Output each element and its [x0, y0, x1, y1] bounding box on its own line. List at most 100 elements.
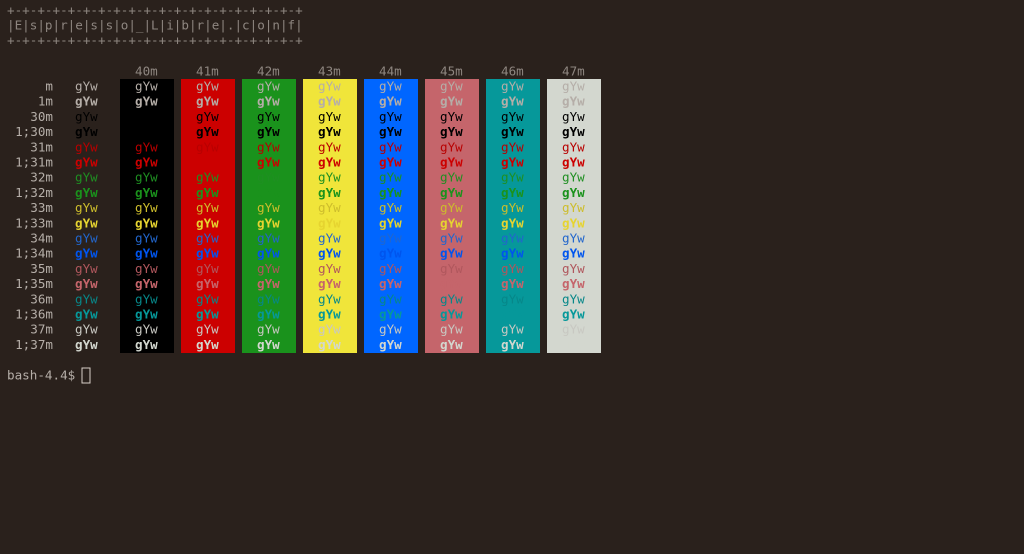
row-label: m [45, 79, 53, 94]
color-block [547, 79, 601, 353]
cell-text: gYw [196, 276, 219, 291]
cell-text: gYw [440, 246, 463, 261]
cell-text: gYw [257, 155, 280, 170]
cell-text: gYw [501, 200, 524, 215]
cell-text: gYw [562, 139, 585, 154]
cell-text: gYw [257, 200, 280, 215]
cell-text: gYw [196, 261, 219, 276]
cell-text: gYw [379, 139, 402, 154]
cell-text: gYw [75, 261, 98, 276]
cell-text: gYw [135, 155, 158, 170]
cell-text: gYw [501, 170, 524, 185]
row-label: 37m [30, 322, 53, 337]
cell-text: gYw [379, 94, 402, 109]
color-block [303, 79, 357, 353]
cell-text: gYw [196, 170, 219, 185]
cell-text: gYw [379, 322, 402, 337]
color-block [486, 79, 540, 353]
row-label: 1;32m [15, 185, 53, 200]
column-header: 43m [318, 64, 341, 79]
cell-text: gYw [562, 246, 585, 261]
cell-text: gYw [440, 322, 463, 337]
cell-text: gYw [196, 231, 219, 246]
cell-text: gYw [135, 185, 158, 200]
cell-text: gYw [196, 155, 219, 170]
row-label: 1;33m [15, 215, 53, 230]
cell-text: gYw [562, 185, 585, 200]
cell-text: gYw [318, 261, 341, 276]
cell-text: gYw [196, 185, 219, 200]
cell-text: gYw [75, 139, 98, 154]
column-header: 41m [196, 64, 219, 79]
cell-text: gYw [257, 124, 280, 139]
cell-text: gYw [318, 124, 341, 139]
cell-text: gYw [257, 185, 280, 200]
row-label: 35m [30, 261, 53, 276]
cell-text: gYw [562, 155, 585, 170]
cell-text: gYw [318, 155, 341, 170]
cell-text: gYw [562, 109, 585, 124]
cell-text: gYw [562, 124, 585, 139]
cell-text: gYw [440, 291, 463, 306]
column-header: 42m [257, 64, 280, 79]
cell-text: gYw [257, 170, 280, 185]
cell-text: gYw [379, 109, 402, 124]
cell-text: gYw [196, 337, 219, 352]
cell-text: gYw [501, 231, 524, 246]
cell-text: gYw [379, 215, 402, 230]
cell-text: gYw [501, 155, 524, 170]
cell-text: gYw [318, 337, 341, 352]
row-label: 33m [30, 200, 53, 215]
banner-line: |E|s|p|r|e|s|s|o|_|L|i|b|r|e|.|c|o|n|f| [7, 18, 303, 33]
cell-text: gYw [379, 155, 402, 170]
cell-text: gYw [318, 94, 341, 109]
row-label: 36m [30, 291, 53, 306]
cell-text: gYw [135, 79, 158, 94]
cell-text: gYw [318, 291, 341, 306]
cell-text: gYw [135, 200, 158, 215]
row-label: 30m [30, 109, 53, 124]
cell-text: gYw [379, 185, 402, 200]
row-label: 34m [30, 231, 53, 246]
cell-text: gYw [196, 307, 219, 322]
cell-text: gYw [379, 79, 402, 94]
cell-text: gYw [135, 337, 158, 352]
cell-text: gYw [501, 185, 524, 200]
cell-text: gYw [135, 215, 158, 230]
cell-text: gYw [501, 139, 524, 154]
cell-text: gYw [501, 246, 524, 261]
cell-text: gYw [318, 200, 341, 215]
cell-text: gYw [379, 261, 402, 276]
cell-text: gYw [257, 337, 280, 352]
row-label: 1;36m [15, 307, 53, 322]
cell-text: gYw [318, 322, 341, 337]
cell-text: gYw [440, 200, 463, 215]
cell-text: gYw [75, 337, 98, 352]
cell-text: gYw [135, 291, 158, 306]
column-header: 40m [135, 64, 158, 79]
cell-text: gYw [379, 307, 402, 322]
row-label: 1;35m [15, 276, 53, 291]
cell-text: gYw [135, 246, 158, 261]
cell-text: gYw [196, 322, 219, 337]
cell-text: gYw [135, 231, 158, 246]
cell-text: gYw [75, 246, 98, 261]
row-label: 1m [38, 94, 53, 109]
cell-text: gYw [440, 79, 463, 94]
cell-text: gYw [379, 170, 402, 185]
cell-text: gYw [379, 231, 402, 246]
cell-text: gYw [75, 307, 98, 322]
cell-text: gYw [75, 291, 98, 306]
cell-text: gYw [135, 276, 158, 291]
cell-text: gYw [75, 170, 98, 185]
cell-text: gYw [562, 291, 585, 306]
cell-text: gYw [196, 139, 219, 154]
cell-text: gYw [257, 79, 280, 94]
row-label: 32m [30, 170, 53, 185]
cell-text: gYw [135, 139, 158, 154]
cell-text: gYw [440, 231, 463, 246]
cell-text: gYw [562, 261, 585, 276]
cell-text: gYw [501, 276, 524, 291]
cell-text: gYw [562, 276, 585, 291]
